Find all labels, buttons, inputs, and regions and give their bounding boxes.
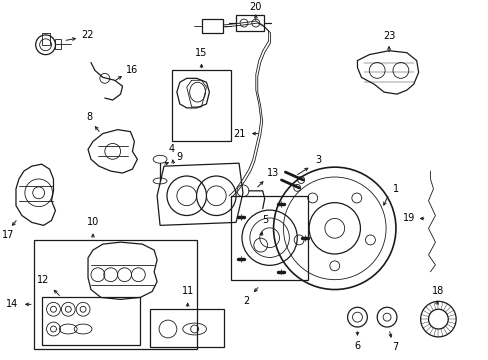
- Bar: [41, 297, 140, 345]
- Text: 4: 4: [168, 144, 175, 154]
- Text: 10: 10: [87, 217, 99, 228]
- Text: 17: 17: [2, 230, 14, 240]
- Bar: [172, 71, 231, 141]
- Text: 13: 13: [266, 168, 278, 178]
- Text: 20: 20: [249, 2, 262, 12]
- Text: 21: 21: [232, 129, 244, 139]
- Text: 2: 2: [243, 296, 248, 306]
- Bar: [201, 19, 223, 33]
- Text: 22: 22: [81, 30, 93, 40]
- Text: 11: 11: [181, 287, 193, 297]
- Text: 16: 16: [126, 66, 138, 76]
- Text: 18: 18: [431, 287, 444, 297]
- Text: 15: 15: [195, 48, 207, 58]
- Bar: [236, 15, 263, 31]
- Text: 7: 7: [391, 342, 397, 352]
- Bar: [150, 309, 224, 347]
- Bar: [41, 33, 49, 45]
- Text: 6: 6: [354, 341, 360, 351]
- Text: 23: 23: [382, 31, 394, 41]
- Text: 5: 5: [262, 215, 268, 225]
- Text: 9: 9: [176, 152, 183, 162]
- Bar: [231, 196, 307, 280]
- Text: 1: 1: [392, 184, 398, 194]
- Text: 3: 3: [314, 155, 321, 165]
- Text: 8: 8: [86, 112, 92, 122]
- Text: 19: 19: [402, 213, 414, 224]
- Text: 12: 12: [38, 275, 50, 285]
- Text: 14: 14: [6, 299, 18, 309]
- Bar: [55, 39, 61, 49]
- Bar: [34, 240, 196, 349]
